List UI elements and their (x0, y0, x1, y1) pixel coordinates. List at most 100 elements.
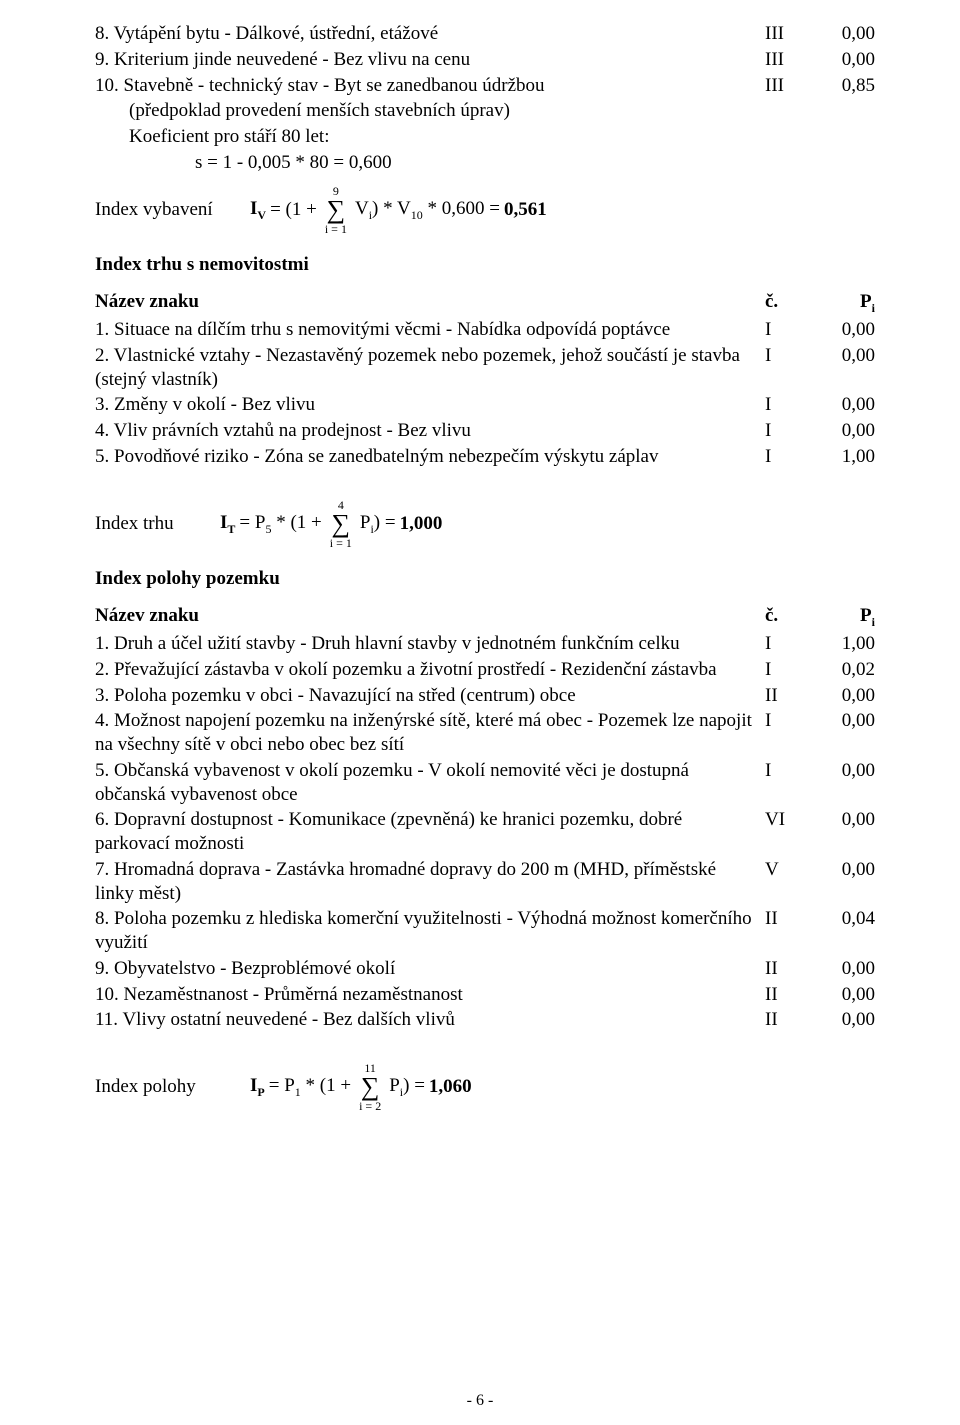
table-header: Název znaku č. Pi (95, 290, 875, 316)
row-col: III (765, 22, 815, 46)
row-col: VI (765, 808, 815, 832)
sum-bot: i = 2 (359, 1100, 381, 1112)
row-label: 5. Povodňové riziko - Zóna se zanedbatel… (95, 445, 765, 469)
table-row: 10. Stavebně - technický stav - Byt se z… (95, 74, 875, 98)
sym-sub: 10 (411, 207, 423, 221)
formula-lhs: Index vybavení (95, 198, 250, 222)
table-row: 9. Obyvatelstvo - Bezproblémové okolí II… (95, 957, 875, 981)
row-col: I (765, 393, 815, 417)
row-col: I (765, 344, 815, 368)
row-val: 1,00 (815, 445, 875, 469)
formula-lhs: Index polohy (95, 1075, 250, 1099)
formula-result: 1,060 (429, 1075, 472, 1099)
index-polohy-formula: Index polohy IP = P1 * (1 + 11 ∑ i = 2 P… (95, 1062, 875, 1112)
header-val: Pi (815, 604, 875, 630)
formula-lhs: Index trhu (95, 512, 220, 536)
table-row: 8. Poloha pozemku z hlediska komerční vy… (95, 907, 875, 955)
header-label: Název znaku (95, 604, 765, 630)
row-sub: Koeficient pro stáří 80 let: (95, 125, 765, 149)
sym-sub: V (257, 207, 266, 221)
table-row: 2. Vlastnické vztahy - Nezastavěný pozem… (95, 344, 875, 392)
index-trhu-formula: Index trhu IT = P5 * (1 + 4 ∑ i = 1 Pi) … (95, 499, 875, 549)
row-col: III (765, 48, 815, 72)
row-val: 0,00 (815, 808, 875, 832)
sym: = P (239, 512, 265, 533)
page: 8. Vytápění bytu - Dálkové, ústřední, et… (0, 0, 960, 1425)
row-col: II (765, 983, 815, 1007)
formula-eq: IT = P5 * (1 + 4 ∑ i = 1 Pi) = 1,000 (220, 499, 442, 549)
row-sub: s = 1 - 0,005 * 80 = 0,600 (95, 151, 765, 175)
section-title-trh: Index trhu s nemovitostmi (95, 253, 875, 277)
row-val: 0,00 (815, 393, 875, 417)
sigma-icon: 4 ∑ i = 1 (330, 499, 352, 549)
sym: * (1 + (271, 512, 321, 533)
row-val: 0,00 (815, 957, 875, 981)
sym: * (1 + (301, 1075, 351, 1096)
table-row: 5. Povodňové riziko - Zóna se zanedbatel… (95, 445, 875, 469)
sym: = P (269, 1075, 295, 1096)
row-val: 0,00 (815, 48, 875, 72)
row-label: 8. Poloha pozemku z hlediska komerční vy… (95, 907, 765, 955)
row-col: I (765, 445, 815, 469)
row-val: 0,85 (815, 74, 875, 98)
table-row: 1. Druh a účel užití stavby - Druh hlavn… (95, 632, 875, 656)
row-val: 0,00 (815, 318, 875, 342)
row-val: 0,00 (815, 344, 875, 368)
row-val: 0,00 (815, 22, 875, 46)
row-label: 9. Obyvatelstvo - Bezproblémové okolí (95, 957, 765, 981)
row-label: 10. Nezaměstnanost - Průměrná nezaměstna… (95, 983, 765, 1007)
row-label: 1. Situace na dílčím trhu s nemovitými v… (95, 318, 765, 342)
row-col: III (765, 74, 815, 98)
row-val: 1,00 (815, 632, 875, 656)
row-val: 0,00 (815, 983, 875, 1007)
table-row: 3. Poloha pozemku v obci - Navazující na… (95, 684, 875, 708)
header-label: Název znaku (95, 290, 765, 316)
sym: ) = (403, 1075, 425, 1096)
formula-result: 0,561 (504, 198, 547, 222)
sym: V (355, 198, 369, 219)
header-col: č. (765, 290, 815, 316)
row-label: 4. Možnost napojení pozemku na inženýrsk… (95, 709, 765, 757)
row-col: V (765, 858, 815, 882)
row-col: II (765, 957, 815, 981)
sym: P (360, 512, 371, 533)
row-col: II (765, 1008, 815, 1032)
row-val: 0,00 (815, 1008, 875, 1032)
table-row-sub: (předpoklad provedení menších stavebních… (95, 99, 875, 123)
sym-sub: P (257, 1085, 264, 1099)
row-col: I (765, 759, 815, 783)
row-label: 2. Vlastnické vztahy - Nezastavěný pozem… (95, 344, 765, 392)
row-label: 5. Občanská vybavenost v okolí pozemku -… (95, 759, 765, 807)
table-row: 10. Nezaměstnanost - Průměrná nezaměstna… (95, 983, 875, 1007)
sum-bot: i = 1 (325, 223, 347, 235)
row-label: 2. Převažující zástavba v okolí pozemku … (95, 658, 765, 682)
sym: * 0,600 = (423, 198, 500, 219)
sym: = (1 + (270, 198, 317, 222)
row-val: 0,00 (815, 709, 875, 733)
sigma-icon: 9 ∑ i = 1 (325, 185, 347, 235)
row-label: 7. Hromadná doprava - Zastávka hromadné … (95, 858, 765, 906)
table-row: 5. Občanská vybavenost v okolí pozemku -… (95, 759, 875, 807)
row-label: 4. Vliv právních vztahů na prodejnost - … (95, 419, 765, 443)
row-col: I (765, 709, 815, 733)
row-col: II (765, 907, 815, 931)
row-label: 1. Druh a účel užití stavby - Druh hlavn… (95, 632, 765, 656)
sym-sub: T (227, 521, 235, 535)
row-val: 0,02 (815, 658, 875, 682)
sym: ) = (374, 512, 396, 533)
sym: P (389, 1075, 400, 1096)
row-val: 0,00 (815, 858, 875, 882)
row-label: 11. Vlivy ostatní neuvedené - Bez dalšíc… (95, 1008, 765, 1032)
table-row: 4. Možnost napojení pozemku na inženýrsk… (95, 709, 875, 757)
row-val: 0,00 (815, 759, 875, 783)
table-row: 1. Situace na dílčím trhu s nemovitými v… (95, 318, 875, 342)
row-col: I (765, 632, 815, 656)
page-number: - 6 - (0, 1391, 960, 1411)
table-row: 8. Vytápění bytu - Dálkové, ústřední, et… (95, 22, 875, 46)
table-row-sub: Koeficient pro stáří 80 let: (95, 125, 875, 149)
table-row: 7. Hromadná doprava - Zastávka hromadné … (95, 858, 875, 906)
row-label: 3. Poloha pozemku v obci - Navazující na… (95, 684, 765, 708)
row-val: 0,00 (815, 419, 875, 443)
sigma-icon: 11 ∑ i = 2 (359, 1062, 381, 1112)
row-col: I (765, 419, 815, 443)
